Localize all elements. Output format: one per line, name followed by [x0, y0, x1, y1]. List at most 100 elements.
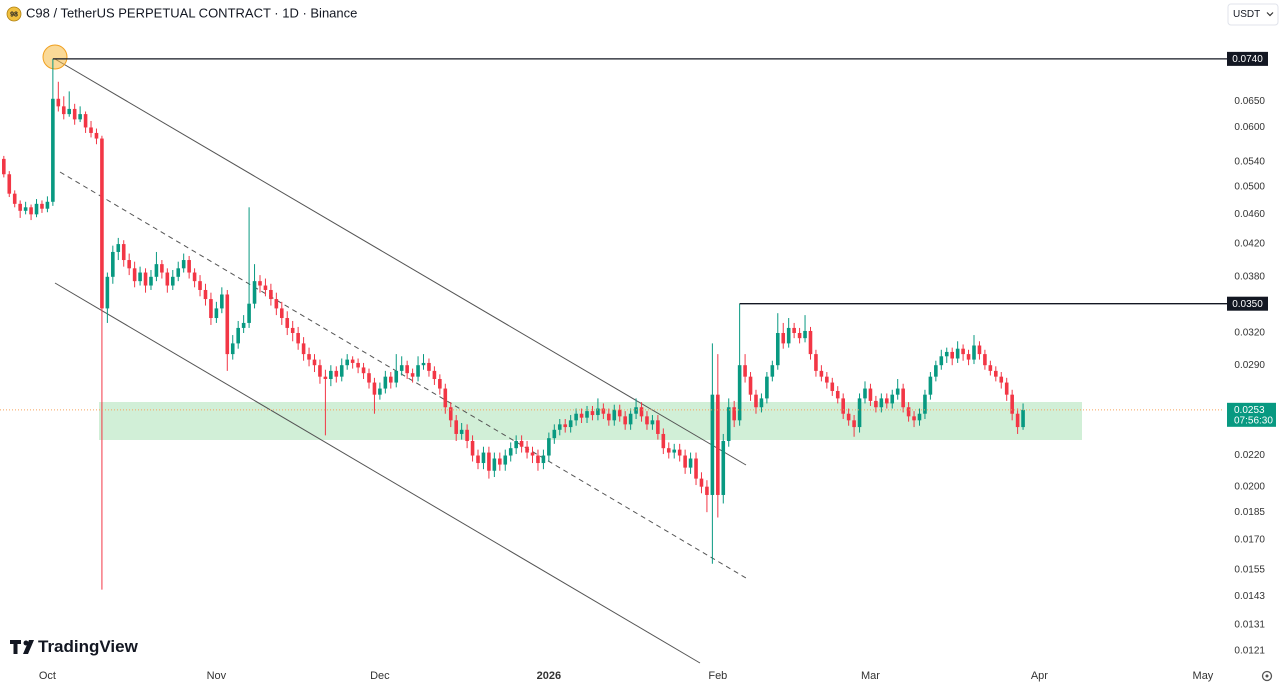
- candle-body: [45, 201, 50, 209]
- last-price-label: 0.0253: [1234, 405, 1265, 416]
- candle-body: [67, 108, 72, 115]
- candle-body: [901, 388, 905, 408]
- candle-body: [923, 394, 927, 414]
- candles: [2, 58, 1025, 590]
- channel-middle: [59, 171, 747, 579]
- candle-body: [607, 413, 611, 421]
- candle-body: [40, 203, 44, 209]
- candle-body: [612, 409, 617, 421]
- candle-body: [111, 251, 115, 277]
- candle-body: [241, 322, 246, 328]
- y-tick-label: 0.0170: [1234, 534, 1265, 545]
- candle-body: [688, 458, 693, 468]
- candle-body: [519, 440, 524, 447]
- candle-body: [334, 370, 339, 377]
- candle-body: [917, 413, 922, 421]
- candle-body: [72, 108, 77, 120]
- candle-body: [721, 440, 726, 495]
- y-tick-label: 0.0131: [1234, 620, 1265, 631]
- support-zone: [99, 402, 1082, 440]
- x-tick-label: Nov: [207, 670, 227, 682]
- candle-body: [487, 452, 491, 471]
- candle-body: [454, 420, 459, 434]
- candle-body: [732, 407, 736, 421]
- candle-body: [814, 354, 818, 371]
- candle-body: [127, 260, 131, 269]
- candle-body: [416, 365, 420, 377]
- countdown-label: 07:56:30: [1234, 415, 1273, 426]
- candle-body: [181, 260, 186, 269]
- x-tick-label: Oct: [39, 670, 56, 682]
- level-tag: [1227, 296, 1268, 311]
- candle-body: [78, 114, 82, 120]
- candle-body: [585, 411, 589, 418]
- candle-body: [160, 264, 164, 273]
- candle-body: [29, 207, 33, 215]
- candle-body: [339, 365, 344, 377]
- candle-body: [307, 354, 311, 360]
- candle-body: [601, 408, 606, 414]
- candle-body: [525, 446, 529, 453]
- candle-body: [318, 365, 322, 377]
- candle-body: [939, 356, 944, 366]
- candle-body: [852, 420, 856, 428]
- candle-body: [378, 388, 382, 395]
- candle-body: [7, 174, 12, 194]
- currency-caret[interactable]: [1266, 12, 1274, 17]
- candle-body: [247, 303, 251, 323]
- candle-body: [203, 289, 208, 300]
- candle-body: [699, 478, 704, 487]
- candle-body: [498, 458, 502, 465]
- candle-body: [841, 398, 845, 414]
- candle-body: [421, 362, 426, 366]
- candle-body: [775, 333, 780, 366]
- candle-body: [116, 244, 121, 252]
- candle-body: [367, 373, 371, 383]
- y-tick-label: 0.0155: [1234, 565, 1265, 576]
- currency-button[interactable]: [1227, 3, 1279, 26]
- candle-body: [18, 203, 22, 211]
- candle-body: [972, 345, 976, 360]
- candle-body: [574, 413, 578, 421]
- chart-title: C98 / TetherUS PERPETUAL CONTRACT · 1D ·…: [26, 5, 357, 20]
- settings-icon[interactable]: [1261, 670, 1273, 682]
- y-tick-label: 0.0290: [1234, 360, 1265, 371]
- candle-body: [672, 449, 677, 453]
- candle-body: [481, 452, 486, 464]
- candle-body: [792, 327, 796, 334]
- candle-body: [765, 376, 769, 399]
- candle-body: [394, 370, 399, 383]
- candle-body: [705, 486, 709, 495]
- candle-body: [2, 158, 6, 175]
- y-tick-label: 0.0650: [1234, 96, 1265, 107]
- candle-body: [770, 365, 775, 377]
- settings-icon[interactable]: [1265, 674, 1269, 678]
- candle-body: [961, 348, 965, 355]
- candle-body: [149, 276, 153, 286]
- candle-body: [465, 429, 469, 441]
- candle-body: [994, 370, 998, 377]
- candle-body: [819, 370, 824, 377]
- candle-body: [928, 376, 933, 395]
- candle-body: [639, 407, 644, 417]
- candle-body: [879, 398, 884, 408]
- currency-label[interactable]: USDT: [1233, 9, 1260, 20]
- candle-body: [438, 379, 442, 389]
- candle-body: [677, 449, 682, 456]
- candle-body: [541, 455, 546, 464]
- candle-body: [754, 394, 758, 408]
- candle-body: [530, 452, 535, 456]
- candle-body: [459, 429, 464, 434]
- candle-body: [579, 413, 584, 418]
- candle-body: [808, 330, 813, 355]
- candle-body: [1010, 394, 1014, 414]
- candle-body: [786, 327, 791, 344]
- candle-body: [988, 365, 993, 371]
- candle-body: [214, 308, 219, 319]
- y-tick-label: 0.0420: [1234, 239, 1265, 250]
- candle-body: [274, 299, 279, 309]
- candle-body: [830, 382, 835, 391]
- candle-body: [726, 407, 731, 441]
- candle-body: [547, 438, 551, 456]
- candle-body: [209, 299, 213, 319]
